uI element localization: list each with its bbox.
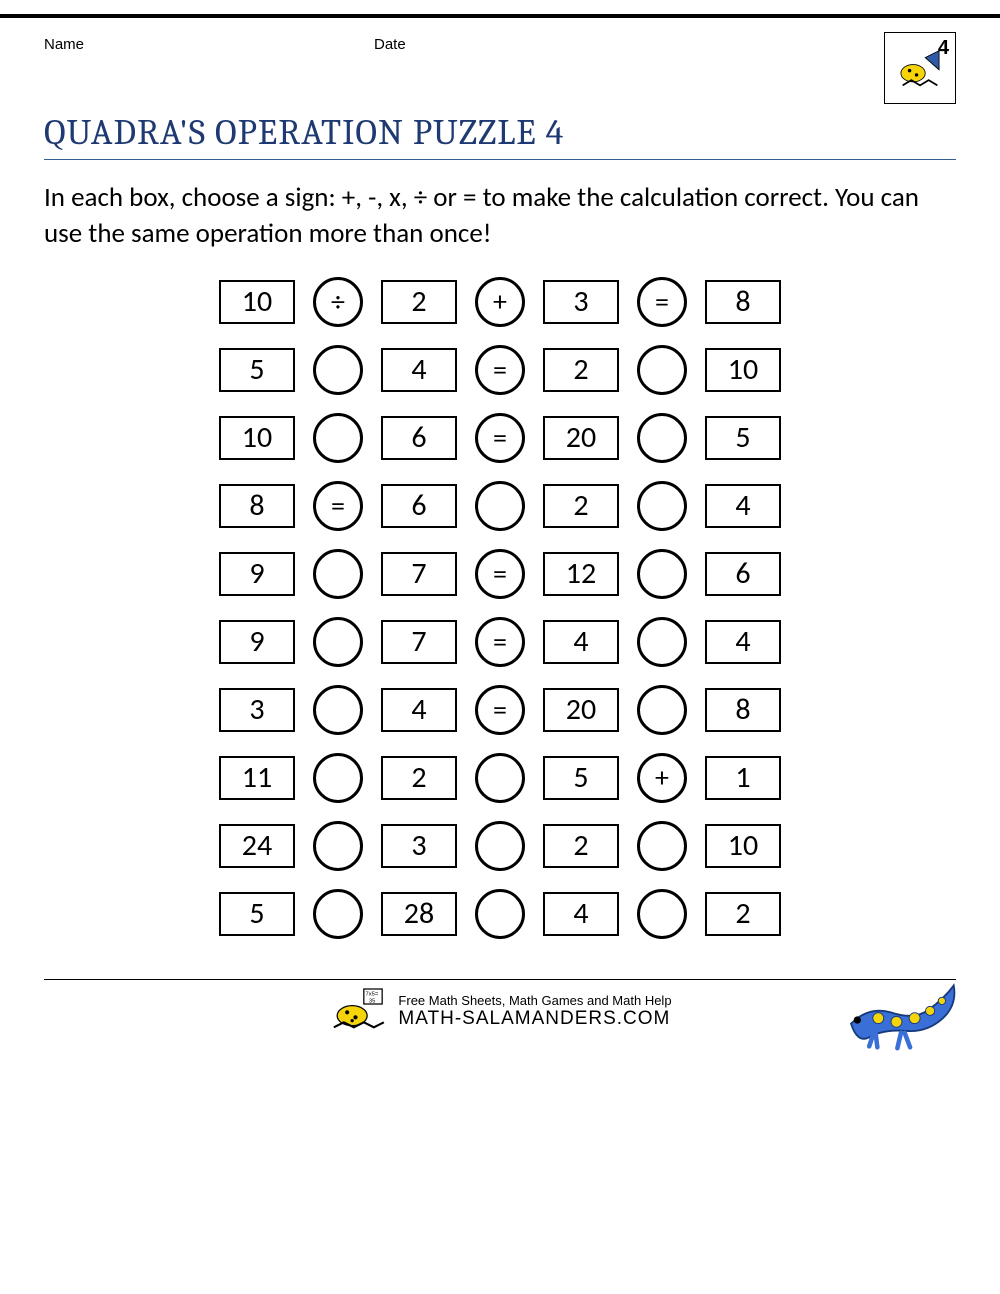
operator-circle[interactable]: = bbox=[475, 413, 525, 463]
number-box: 8 bbox=[219, 484, 295, 528]
operator-circle[interactable] bbox=[313, 753, 363, 803]
puzzle-row: 8 = 6 2 4 bbox=[219, 481, 781, 531]
number-box: 28 bbox=[381, 892, 457, 936]
puzzle-row: 5 28 4 2 bbox=[219, 889, 781, 939]
number-box: 4 bbox=[705, 484, 781, 528]
puzzle-row: 3 4 = 20 8 bbox=[219, 685, 781, 735]
number-box: 9 bbox=[219, 620, 295, 664]
operator-circle[interactable] bbox=[313, 617, 363, 667]
number-box: 2 bbox=[543, 348, 619, 392]
puzzle-row: 10 ÷ 2 +3 = 8 bbox=[219, 277, 781, 327]
operator-circle[interactable]: = bbox=[313, 481, 363, 531]
operator-circle[interactable]: + bbox=[475, 277, 525, 327]
number-box: 9 bbox=[219, 552, 295, 596]
number-box: 5 bbox=[219, 348, 295, 392]
number-box: 6 bbox=[705, 552, 781, 596]
svg-text:7x5=: 7x5= bbox=[366, 992, 379, 998]
puzzle-grid: 10÷2+3=854=210106=2058=62497=12697=4434=… bbox=[44, 277, 956, 939]
operator-circle[interactable] bbox=[637, 889, 687, 939]
number-box: 2 bbox=[543, 484, 619, 528]
footer: 7x5= 35 Free Math Sheets, Math Games and… bbox=[44, 979, 956, 1039]
number-box: 10 bbox=[705, 824, 781, 868]
number-box: 7 bbox=[381, 620, 457, 664]
operator-circle[interactable]: = bbox=[475, 345, 525, 395]
footer-tagline: Free Math Sheets, Math Games and Math He… bbox=[398, 993, 671, 1008]
operator-circle[interactable]: = bbox=[475, 685, 525, 735]
operator-circle[interactable]: ÷ bbox=[313, 277, 363, 327]
footer-site: MATH-SALAMANDERS.COM bbox=[398, 1008, 671, 1030]
number-box: 2 bbox=[705, 892, 781, 936]
puzzle-row: 9 7 = 12 6 bbox=[219, 549, 781, 599]
operator-circle[interactable] bbox=[313, 413, 363, 463]
operator-circle[interactable] bbox=[637, 345, 687, 395]
operator-circle[interactable]: = bbox=[475, 617, 525, 667]
footer-logo-icon: 7x5= 35 bbox=[328, 984, 388, 1039]
date-label: Date bbox=[374, 36, 884, 53]
operator-circle[interactable] bbox=[637, 685, 687, 735]
number-box: 5 bbox=[219, 892, 295, 936]
operator-circle[interactable]: = bbox=[637, 277, 687, 327]
grade-logo: 4 bbox=[884, 32, 956, 104]
number-box: 6 bbox=[381, 484, 457, 528]
number-box: 4 bbox=[543, 620, 619, 664]
number-box: 8 bbox=[705, 688, 781, 732]
grade-number: 4 bbox=[938, 37, 949, 60]
number-box: 3 bbox=[543, 280, 619, 324]
number-box: 10 bbox=[219, 280, 295, 324]
operator-circle[interactable] bbox=[313, 821, 363, 871]
page-title: QUADRA'S OPERATION PUZZLE 4 bbox=[44, 112, 956, 153]
number-box: 4 bbox=[381, 688, 457, 732]
number-box: 11 bbox=[219, 756, 295, 800]
puzzle-row: 9 7 = 4 4 bbox=[219, 617, 781, 667]
number-box: 1 bbox=[705, 756, 781, 800]
operator-circle[interactable] bbox=[637, 549, 687, 599]
footer-text: Free Math Sheets, Math Games and Math He… bbox=[398, 993, 671, 1030]
header-row: Name Date 4 bbox=[44, 36, 956, 104]
salamander-mascot-icon bbox=[836, 960, 966, 1065]
puzzle-row: 24 3 2 10 bbox=[219, 821, 781, 871]
operator-circle[interactable] bbox=[475, 481, 525, 531]
operator-circle[interactable] bbox=[313, 549, 363, 599]
number-box: 24 bbox=[219, 824, 295, 868]
number-box: 3 bbox=[219, 688, 295, 732]
operator-circle[interactable] bbox=[475, 889, 525, 939]
number-box: 7 bbox=[381, 552, 457, 596]
svg-text:35: 35 bbox=[369, 998, 375, 1004]
number-box: 6 bbox=[381, 416, 457, 460]
name-label: Name bbox=[44, 36, 374, 53]
puzzle-row: 5 4 = 2 10 bbox=[219, 345, 781, 395]
number-box: 20 bbox=[543, 688, 619, 732]
operator-circle[interactable] bbox=[637, 617, 687, 667]
operator-circle[interactable] bbox=[637, 481, 687, 531]
number-box: 10 bbox=[219, 416, 295, 460]
operator-circle[interactable] bbox=[637, 413, 687, 463]
operator-circle[interactable]: = bbox=[475, 549, 525, 599]
puzzle-row: 11 2 5 +1 bbox=[219, 753, 781, 803]
number-box: 5 bbox=[543, 756, 619, 800]
number-box: 12 bbox=[543, 552, 619, 596]
operator-circle[interactable] bbox=[313, 889, 363, 939]
number-box: 5 bbox=[705, 416, 781, 460]
operator-circle[interactable] bbox=[475, 821, 525, 871]
number-box: 2 bbox=[543, 824, 619, 868]
puzzle-row: 10 6 = 20 5 bbox=[219, 413, 781, 463]
number-box: 4 bbox=[381, 348, 457, 392]
number-box: 20 bbox=[543, 416, 619, 460]
number-box: 4 bbox=[705, 620, 781, 664]
number-box: 4 bbox=[543, 892, 619, 936]
number-box: 3 bbox=[381, 824, 457, 868]
title-rule bbox=[44, 159, 956, 160]
operator-circle[interactable]: + bbox=[637, 753, 687, 803]
number-box: 10 bbox=[705, 348, 781, 392]
operator-circle[interactable] bbox=[313, 345, 363, 395]
number-box: 2 bbox=[381, 756, 457, 800]
operator-circle[interactable] bbox=[637, 821, 687, 871]
operator-circle[interactable] bbox=[475, 753, 525, 803]
number-box: 2 bbox=[381, 280, 457, 324]
instructions-text: In each box, choose a sign: +, -, x, ÷ o… bbox=[44, 180, 956, 253]
number-box: 8 bbox=[705, 280, 781, 324]
operator-circle[interactable] bbox=[313, 685, 363, 735]
